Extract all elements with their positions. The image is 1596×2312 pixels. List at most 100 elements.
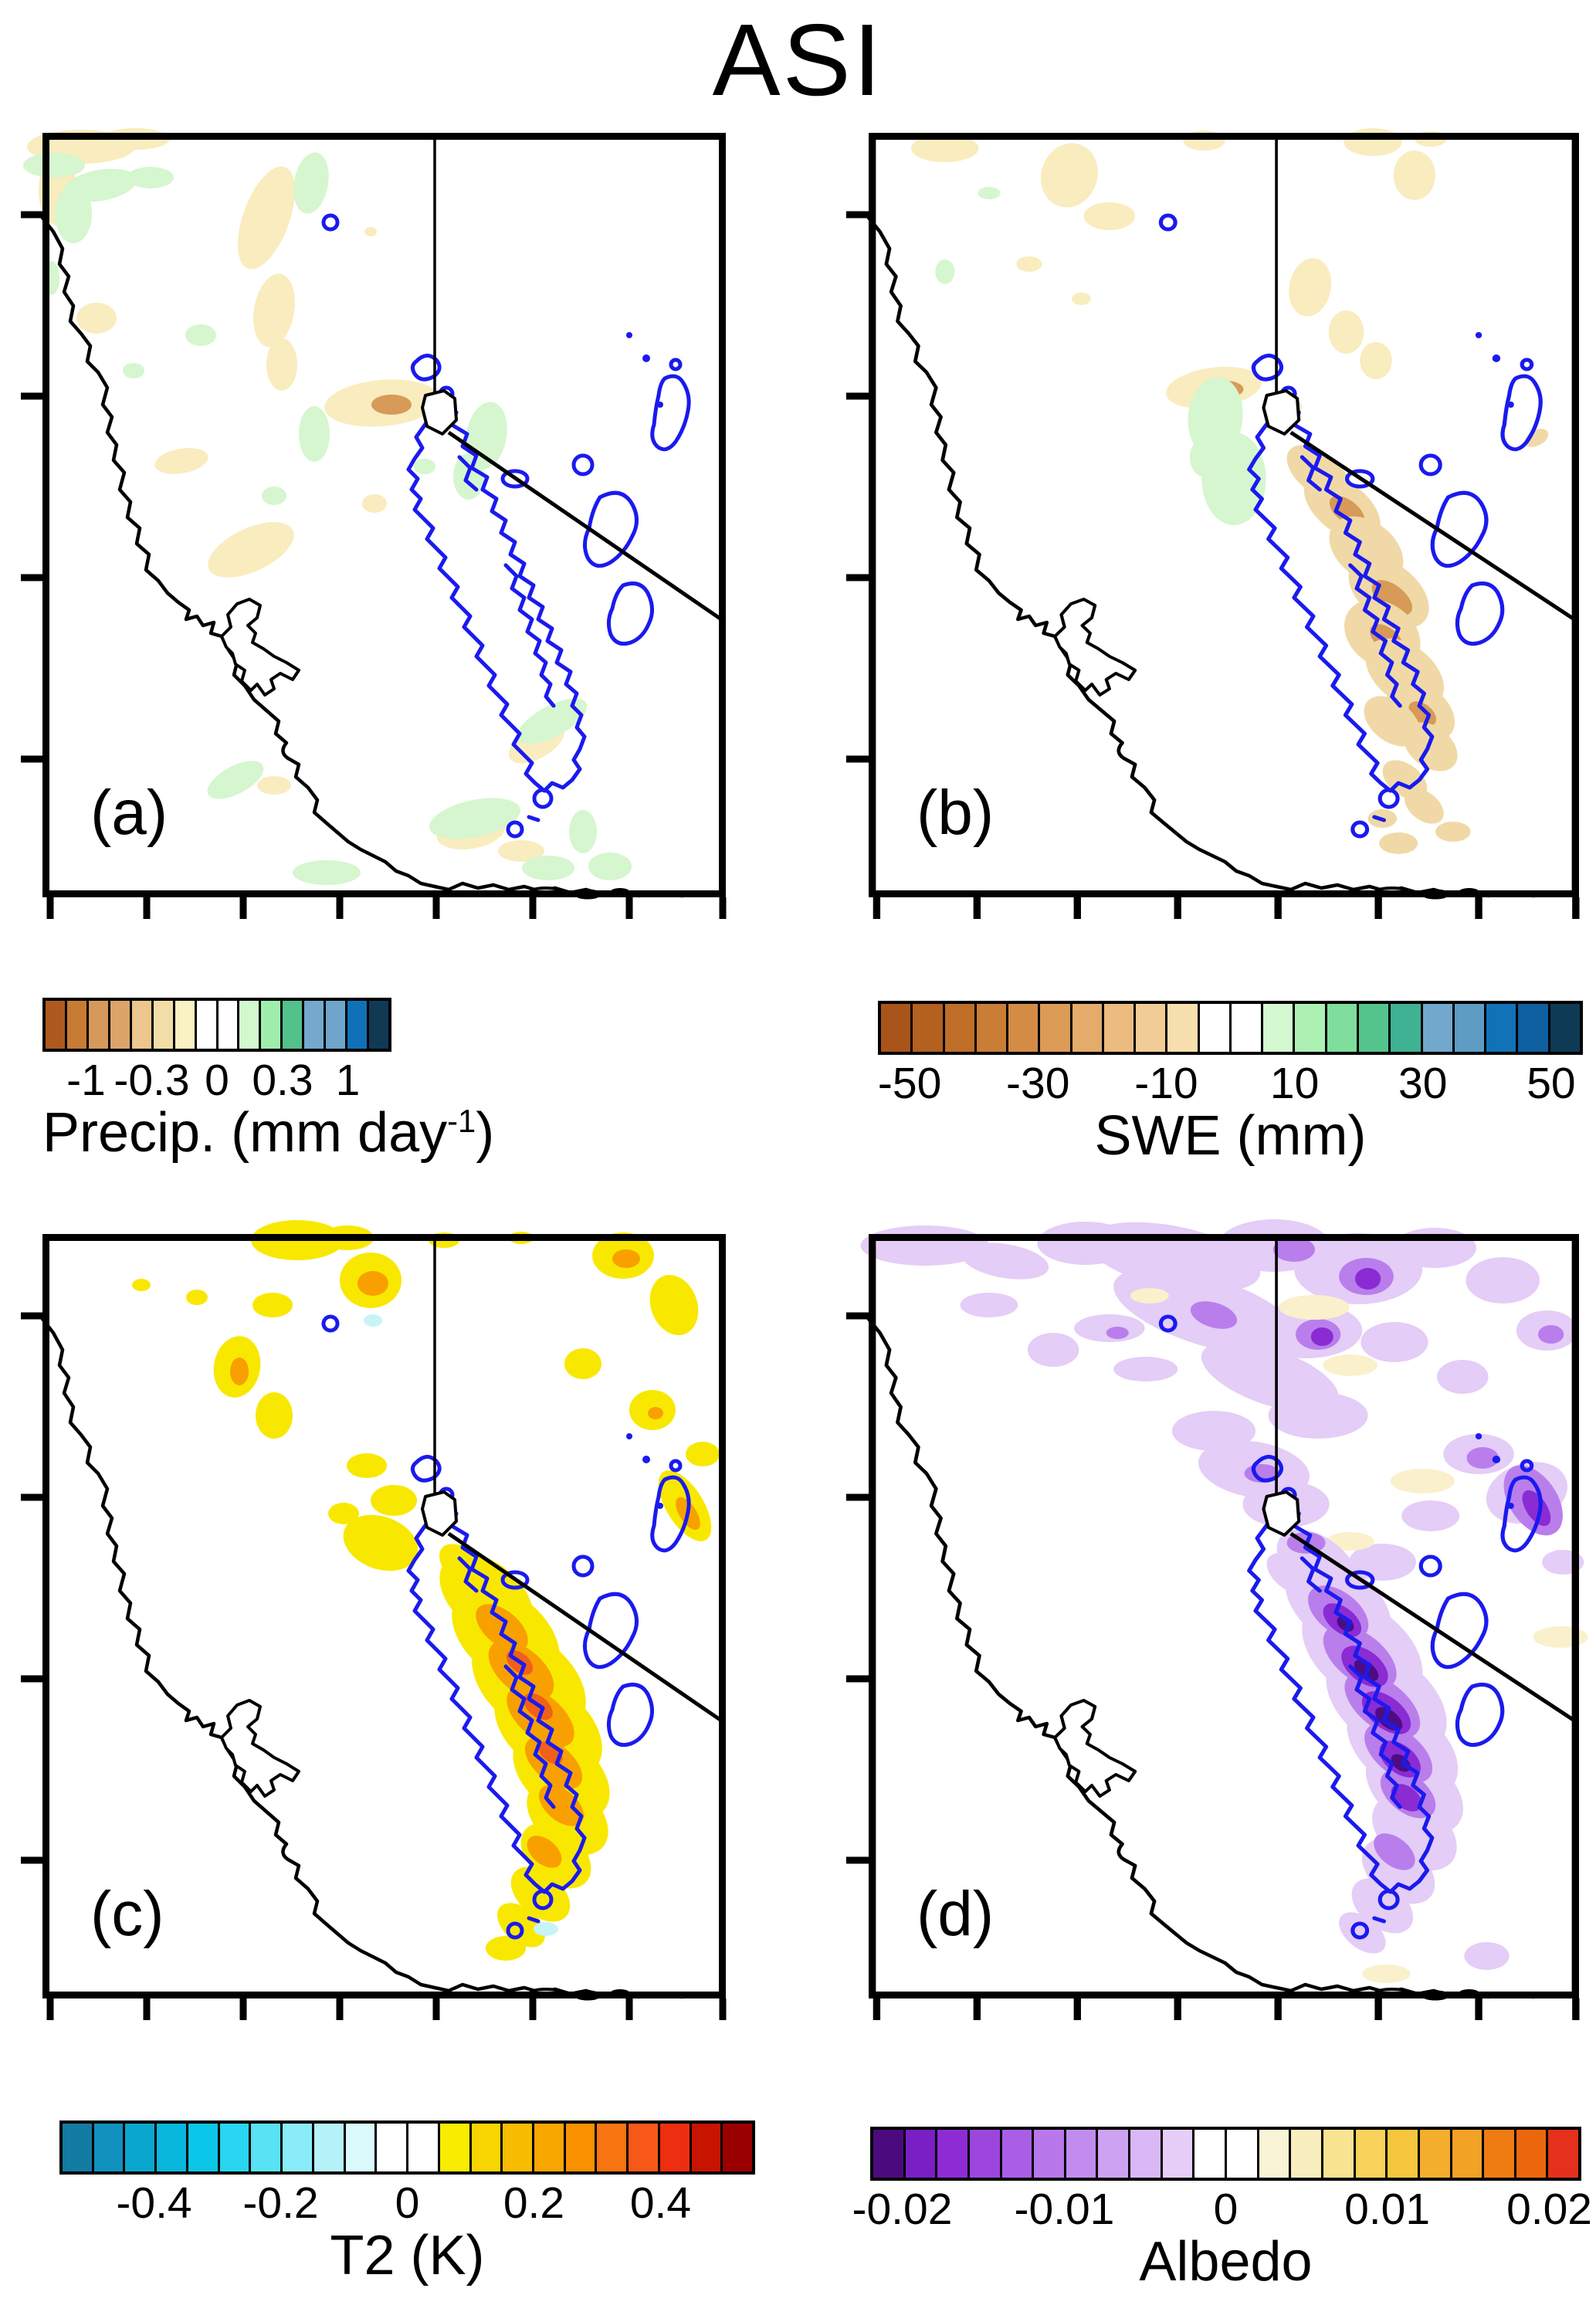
- colorbar-swe: -50 -30 -10 10 30 50 SWE (mm): [878, 1001, 1583, 1168]
- colorbar-cell: [1484, 1004, 1516, 1052]
- colorbar-cell: [967, 2130, 1000, 2178]
- colorbar-cell: [1293, 1004, 1325, 1052]
- colorbar-tick-label: 0.3: [252, 1056, 313, 1105]
- colorbar-cell: [1452, 1004, 1485, 1052]
- colorbar-albedo: -0.02 -0.01 0 0.01 0.02 Albedo: [852, 2127, 1592, 2293]
- colorbar-tick-label: 30: [1398, 1059, 1448, 1108]
- colorbar-cell: [873, 2130, 903, 2178]
- colorbar-cells: [42, 998, 391, 1052]
- colorbar-tick-label: 0.2: [503, 2178, 565, 2228]
- colorbar-tick-label: 0.4: [629, 2178, 692, 2228]
- colorbar-tick-label: 10: [1269, 1059, 1320, 1108]
- colorbar-cell: [532, 2124, 564, 2171]
- colorbar-caption: SWE (mm): [1094, 1105, 1367, 1167]
- colorbar-cell: [437, 2124, 469, 2171]
- colorbar-cell: [657, 2124, 690, 2171]
- colorbar-cell: [1547, 1004, 1580, 1052]
- colorbar-cell: [500, 2124, 533, 2171]
- panel-b: (b): [869, 128, 1579, 897]
- colorbar-cell: [1160, 2130, 1193, 2178]
- panel-d-map: [869, 1219, 1588, 1998]
- colorbar-cell: [172, 1001, 195, 1049]
- colorbar-cell: [1197, 1004, 1229, 1052]
- panel-label-d: (d): [917, 1879, 995, 1949]
- colorbar-cell: [942, 1004, 974, 1052]
- colorbar-cell: [469, 2124, 501, 2171]
- colorbar-caption: Albedo: [1139, 2231, 1313, 2293]
- panel-b-map: [869, 128, 1579, 897]
- colorbar-cell: [1356, 1004, 1389, 1052]
- colorbar-cell: [1192, 2130, 1225, 2178]
- colorbar-cell: [1417, 2130, 1450, 2178]
- colorbar-cell: [374, 2124, 407, 2171]
- colorbar-cell: [1516, 1004, 1548, 1052]
- colorbar-tick-label: -1: [66, 1056, 106, 1105]
- colorbar-tick-label: -0.3: [114, 1056, 190, 1105]
- colorbar-cell: [280, 1001, 303, 1049]
- colorbar-caption: Precip. (mm day-1): [42, 1102, 495, 1164]
- colorbar-cell: [1385, 2130, 1418, 2178]
- colorbar-cell: [1513, 2130, 1547, 2178]
- colorbar-cell: [249, 2124, 281, 2171]
- colorbar-cell: [237, 1001, 259, 1049]
- colorbar-tick-label: 0: [205, 1056, 229, 1105]
- colorbar-cell: [1128, 2130, 1161, 2178]
- colorbar-cell: [935, 2130, 967, 2178]
- colorbar-cell: [324, 1001, 346, 1049]
- colorbar-tick-label: -0.02: [852, 2185, 953, 2234]
- colorbar-cell: [194, 1001, 216, 1049]
- colorbar-tick-label: 0: [1213, 2185, 1239, 2234]
- colorbar-cell: [974, 1004, 1007, 1052]
- colorbar-cell: [881, 1004, 911, 1052]
- colorbar-tick-labels: -0.4 -0.2 0 0.2 0.4: [59, 2175, 755, 2228]
- colorbar-cell: [185, 2124, 218, 2171]
- colorbar-cell: [91, 2124, 124, 2171]
- colorbar-cell: [1388, 1004, 1421, 1052]
- colorbar-caption: T2 (K): [330, 2225, 485, 2287]
- colorbar-cell: [595, 2124, 627, 2171]
- panel-a-shading: [23, 128, 632, 885]
- colorbar-cell: [1482, 2130, 1514, 2178]
- colorbar-cell: [1256, 2130, 1289, 2178]
- colorbar-cell: [910, 1004, 943, 1052]
- colorbar-cell: [46, 1001, 65, 1049]
- colorbar-cell: [689, 2124, 721, 2171]
- panel-label-b: (b): [917, 778, 995, 848]
- colorbar-cell: [215, 1001, 238, 1049]
- colorbar-cell: [903, 2130, 936, 2178]
- colorbar-cell: [406, 2124, 438, 2171]
- colorbar-tick-label: -10: [1134, 1059, 1198, 1108]
- colorbar-tick-label: -0.4: [116, 2178, 192, 2228]
- panel-d: (d): [869, 1219, 1588, 1998]
- colorbar-tick-label: -0.2: [242, 2178, 319, 2228]
- colorbar-cell: [1449, 2130, 1482, 2178]
- colorbar-cell: [311, 2124, 344, 2171]
- colorbar-cell: [1006, 1004, 1039, 1052]
- colorbar-cell: [1420, 1004, 1452, 1052]
- colorbar-tick-label: -30: [1006, 1059, 1070, 1108]
- colorbar-cell: [86, 1001, 108, 1049]
- colorbar-tick-label: 0.02: [1506, 2185, 1593, 2234]
- colorbar-cell: [302, 1001, 324, 1049]
- colorbar-cell: [259, 1001, 281, 1049]
- colorbar-cell: [1228, 1004, 1262, 1052]
- colorbar-t2: -0.4 -0.2 0 0.2 0.4 T2 (K): [59, 2120, 755, 2287]
- panel-c-shading: [132, 1220, 720, 1961]
- colorbar-tick-label: 50: [1527, 1059, 1576, 1108]
- figure-title: ASI: [712, 3, 884, 117]
- colorbar-cell: [1133, 1004, 1166, 1052]
- colorbar-cell: [720, 2124, 753, 2171]
- colorbar-cell: [1546, 2130, 1579, 2178]
- colorbar-cell: [1038, 1004, 1070, 1052]
- colorbar-cell: [1069, 1004, 1102, 1052]
- colorbar-tick-label: 0: [395, 2178, 420, 2228]
- colorbar-cell: [64, 1001, 86, 1049]
- colorbar-tick-labels: -1 -0.3 0 0.3 1: [42, 1052, 391, 1105]
- colorbar-cell: [217, 2124, 249, 2171]
- panel-a-map: [42, 128, 726, 897]
- panel-c-map: [42, 1220, 726, 1998]
- colorbar-cell: [999, 2130, 1032, 2178]
- colorbar-cell: [1101, 1004, 1134, 1052]
- colorbar-cells: [878, 1001, 1583, 1055]
